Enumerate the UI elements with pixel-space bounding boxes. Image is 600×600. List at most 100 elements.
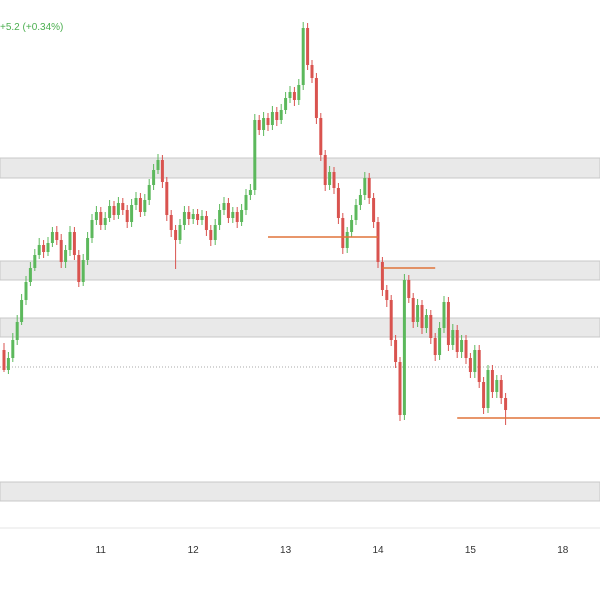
candle bbox=[64, 245, 68, 268]
candle bbox=[407, 275, 411, 303]
candle-body bbox=[147, 185, 151, 200]
candle-body bbox=[372, 198, 376, 222]
candle-body bbox=[196, 214, 200, 220]
candle-body bbox=[103, 218, 107, 225]
candle bbox=[191, 209, 195, 224]
candle bbox=[350, 215, 354, 237]
candle-body bbox=[94, 212, 98, 220]
candle-body bbox=[86, 238, 90, 260]
candle bbox=[231, 207, 235, 223]
candle-body bbox=[367, 178, 371, 198]
candle-body bbox=[64, 250, 68, 262]
candle bbox=[367, 173, 371, 204]
candle-body bbox=[160, 160, 164, 182]
candle bbox=[336, 183, 340, 224]
candle-body bbox=[354, 205, 358, 220]
candle bbox=[68, 226, 72, 256]
candle-body bbox=[68, 232, 72, 250]
candle-body bbox=[332, 172, 336, 188]
candle-body bbox=[253, 120, 257, 190]
candle-body bbox=[420, 305, 424, 328]
candle bbox=[306, 23, 310, 70]
candle bbox=[473, 345, 477, 378]
candle bbox=[477, 345, 481, 388]
x-tick-label: 11 bbox=[96, 545, 107, 556]
candle-body bbox=[209, 230, 213, 240]
horizontal-levels bbox=[268, 236, 600, 419]
candle bbox=[182, 206, 186, 230]
candle bbox=[262, 112, 266, 136]
candle bbox=[2, 343, 6, 372]
candle-body bbox=[257, 120, 261, 130]
candle-body bbox=[24, 282, 28, 300]
candle-body bbox=[358, 195, 362, 205]
candles bbox=[2, 22, 508, 425]
candle-body bbox=[178, 225, 182, 240]
candle-body bbox=[244, 195, 248, 210]
candle-body bbox=[187, 212, 191, 219]
candle-body bbox=[77, 255, 81, 282]
candle bbox=[354, 199, 358, 225]
candle-body bbox=[169, 215, 173, 230]
candle bbox=[279, 104, 283, 124]
candle bbox=[345, 227, 349, 253]
candle-body bbox=[213, 225, 217, 240]
candle-body bbox=[72, 232, 76, 255]
candle bbox=[24, 276, 28, 305]
support-resistance-zones bbox=[0, 157, 600, 502]
candle-body bbox=[121, 203, 125, 210]
zone-3 bbox=[0, 481, 600, 502]
candle bbox=[464, 335, 468, 364]
candle bbox=[116, 197, 120, 219]
candle-body bbox=[99, 212, 103, 225]
candle bbox=[380, 257, 384, 296]
candle bbox=[152, 164, 156, 190]
candle-body bbox=[306, 28, 310, 65]
candle-body bbox=[292, 92, 296, 100]
zone-0 bbox=[0, 157, 600, 179]
candle bbox=[42, 240, 46, 258]
candle-body bbox=[429, 315, 433, 338]
candle bbox=[341, 213, 345, 254]
candle-body bbox=[46, 243, 50, 252]
candle-body bbox=[222, 203, 226, 210]
candle-body bbox=[380, 262, 384, 290]
candle-body bbox=[499, 380, 503, 398]
candle bbox=[20, 294, 24, 325]
candle bbox=[226, 198, 230, 223]
candle bbox=[134, 192, 138, 210]
candle bbox=[121, 198, 125, 215]
candle-body bbox=[266, 118, 270, 125]
candle bbox=[314, 73, 318, 124]
candle bbox=[438, 322, 442, 360]
candle-body bbox=[385, 290, 389, 300]
candle bbox=[94, 206, 98, 225]
candle bbox=[460, 335, 464, 358]
candle bbox=[451, 324, 455, 350]
candle-body bbox=[200, 216, 204, 220]
candle-body bbox=[156, 160, 160, 170]
candle-body bbox=[143, 200, 147, 212]
candle-body bbox=[174, 230, 178, 240]
candle bbox=[165, 177, 169, 221]
candle-body bbox=[490, 370, 494, 392]
candle bbox=[28, 262, 32, 286]
candle-body bbox=[248, 190, 252, 195]
candle-body bbox=[6, 358, 10, 370]
candle bbox=[482, 377, 486, 414]
candle-body bbox=[319, 118, 323, 155]
candle bbox=[99, 207, 103, 230]
candle-body bbox=[482, 382, 486, 408]
candle bbox=[297, 79, 301, 105]
candle bbox=[187, 206, 191, 225]
candle bbox=[169, 210, 173, 237]
candle-body bbox=[81, 260, 85, 282]
candle-body bbox=[504, 398, 508, 410]
candle bbox=[55, 226, 59, 245]
candle-body bbox=[20, 300, 24, 322]
candle-body bbox=[182, 212, 186, 225]
candle-body bbox=[433, 338, 437, 355]
candle-body bbox=[116, 203, 120, 215]
candle bbox=[138, 193, 142, 217]
candle-body bbox=[411, 298, 415, 322]
